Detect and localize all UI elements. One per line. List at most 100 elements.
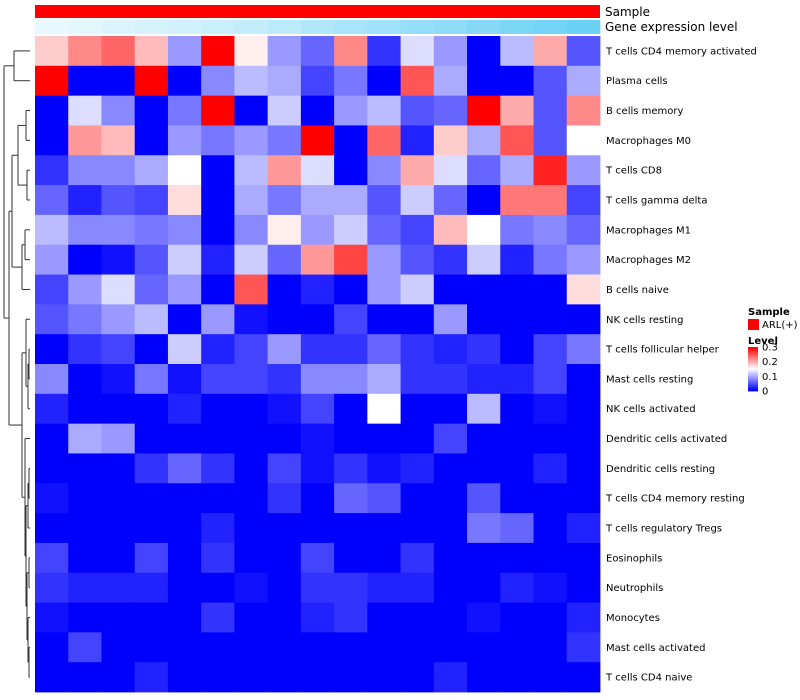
heatmap-cell: [467, 334, 501, 365]
colorbar-segment: [748, 376, 758, 379]
heatmap-cell: [234, 423, 269, 454]
legend-level-colorbar: [748, 347, 758, 392]
heatmap-cell: [35, 483, 69, 514]
heatmap-cell: [35, 214, 69, 246]
row-label: NK cells activated: [606, 404, 696, 415]
colorbar-segment: [748, 350, 758, 352]
heatmap-cell: [134, 483, 169, 514]
colorbar-segment: [748, 351, 758, 353]
heatmap-cell: [400, 513, 435, 544]
heatmap-cell: [500, 662, 534, 693]
heatmap-cell: [566, 65, 601, 97]
heatmap-cell: [367, 393, 401, 425]
heatmap-cell: [201, 483, 235, 514]
heatmap-cell: [433, 662, 468, 693]
heatmap-cell: [35, 125, 69, 156]
heatmap-cell: [134, 423, 169, 454]
row-label: Monocytes: [606, 613, 660, 624]
heatmap-cell: [533, 393, 568, 425]
heatmap-cell: [400, 542, 435, 574]
heatmap-cell: [500, 65, 534, 97]
heatmap-cell: [467, 572, 501, 603]
heatmap-cell: [167, 542, 202, 574]
heatmap-cell: [500, 214, 534, 246]
heatmap-cell: [433, 423, 468, 454]
colorbar-segment: [748, 388, 758, 391]
heatmap-cell: [167, 95, 202, 126]
gene-annotation-label: Gene expression level: [605, 20, 738, 34]
heatmap-cell: [201, 632, 235, 663]
heatmap-cell: [234, 244, 269, 275]
heatmap-cell: [35, 244, 69, 275]
heatmap-cell: [334, 453, 368, 484]
heatmap-cell: [566, 274, 601, 305]
heatmap-cell: [101, 304, 136, 335]
heatmap-cell: [68, 602, 102, 633]
colorbar-segment: [748, 374, 758, 376]
heatmap-cell: [334, 602, 368, 633]
heatmap-cell: [267, 95, 302, 126]
heatmap-cell: [300, 542, 335, 574]
heatmap-cell: [566, 185, 601, 216]
colorbar-segment: [748, 362, 758, 364]
heatmap-cell: [566, 95, 601, 126]
heatmap-cell: [500, 364, 534, 395]
heatmap-cell: [467, 244, 501, 275]
heatmap-cell: [35, 393, 69, 425]
heatmap-cell: [467, 304, 501, 335]
heatmap-cell: [300, 185, 335, 216]
heatmap-cell: [267, 125, 302, 156]
heatmap-cell: [467, 423, 501, 454]
row-label: T cells regulatory Tregs: [605, 524, 722, 535]
heatmap-cell: [101, 513, 136, 544]
heatmap-cell: [167, 602, 202, 633]
colorbar-segment: [748, 386, 758, 389]
heatmap-cell: [134, 364, 169, 395]
heatmap-cell: [433, 244, 468, 275]
heatmap-cell: [68, 483, 102, 514]
heatmap-cell: [201, 244, 235, 275]
row-label: T cells CD4 memory activated: [605, 46, 757, 57]
heatmap-cell: [300, 662, 335, 693]
heatmap-cell: [201, 572, 235, 603]
heatmap-cell: [467, 274, 501, 305]
heatmap-cell: [566, 483, 601, 514]
heatmap-cell: [367, 95, 401, 126]
gene-expression-cell: [367, 20, 401, 34]
heatmap-cell: [267, 274, 302, 305]
heatmap-cell: [367, 572, 401, 603]
heatmap-cell: [68, 244, 102, 275]
heatmap-cell: [167, 513, 202, 544]
heatmap-cell: [566, 304, 601, 335]
heatmap-cell: [467, 602, 501, 633]
heatmap-cell: [201, 214, 235, 246]
heatmap-cell: [68, 36, 102, 67]
heatmap-cell: [400, 244, 435, 275]
heatmap-cell: [533, 364, 568, 395]
gene-expression-cell: [400, 20, 435, 34]
gene-expression-cell: [334, 20, 368, 34]
colorbar-segment: [748, 364, 758, 367]
heatmap-cell: [134, 572, 169, 603]
colorbar-segment: [748, 371, 758, 373]
heatmap-cell: [267, 393, 302, 425]
heatmap-cell: [467, 125, 501, 156]
heatmap-cell: [400, 453, 435, 484]
heatmap-cell: [566, 334, 601, 365]
heatmap-cell: [68, 214, 102, 246]
heatmap-cell: [533, 602, 568, 633]
heatmap-cell: [167, 244, 202, 275]
gene-expression-cell: [234, 20, 269, 34]
row-label: T cells follicular helper: [605, 345, 720, 356]
colorbar-segment: [748, 387, 758, 390]
heatmap-cell: [300, 36, 335, 67]
heatmap-cell: [167, 65, 202, 97]
heatmap-cell: [533, 423, 568, 454]
heatmap-cell: [533, 36, 568, 67]
heatmap-cell: [101, 364, 136, 395]
heatmap-cell: [467, 483, 501, 514]
heatmap-cell: [234, 125, 269, 156]
heatmap-cell: [68, 185, 102, 216]
heatmap-cell: [267, 334, 302, 365]
